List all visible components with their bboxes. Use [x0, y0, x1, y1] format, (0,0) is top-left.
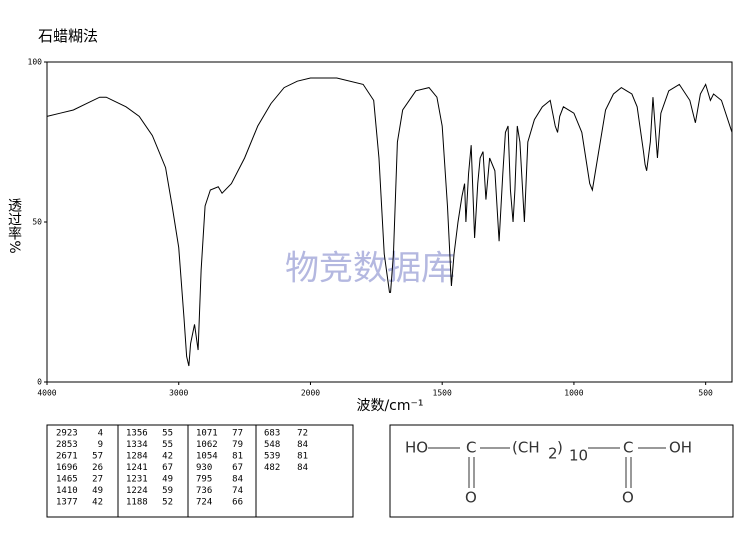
- x-tick-label: 3000: [169, 389, 188, 398]
- peak-transmittance: 84: [297, 463, 308, 473]
- x-tick-label: 2000: [301, 389, 320, 398]
- chart-title: 石蜡糊法: [38, 27, 98, 45]
- peak-transmittance: 42: [92, 498, 103, 508]
- peak-wavenumber: 1696: [56, 463, 78, 473]
- peak-transmittance: 27: [92, 475, 103, 485]
- atom: O: [465, 489, 477, 507]
- atom: C: [466, 439, 476, 457]
- peak-transmittance: 67: [232, 463, 243, 473]
- spectrum-line: [46, 77, 733, 367]
- atom: C: [623, 439, 633, 457]
- peak-wavenumber: 736: [196, 486, 212, 496]
- y-tick-label: 100: [28, 58, 43, 67]
- peak-transmittance: 55: [162, 440, 173, 450]
- peak-transmittance: 77: [232, 429, 243, 439]
- x-tick-label: 4000: [37, 389, 56, 398]
- peak-transmittance: 81: [297, 452, 308, 462]
- peak-wavenumber: 930: [196, 463, 212, 473]
- x-tick-label: 500: [698, 389, 713, 398]
- peak-table-frame: [46, 424, 354, 518]
- y-tick-label: 0: [37, 378, 42, 387]
- x-tick-label: 1000: [564, 389, 583, 398]
- group: (CH: [512, 439, 540, 457]
- peak-wavenumber: 1356: [126, 429, 148, 439]
- peak-transmittance: 52: [162, 498, 173, 508]
- plot-frame: [46, 61, 733, 383]
- peak-transmittance: 66: [232, 498, 243, 508]
- peak-transmittance: 9: [98, 440, 103, 450]
- peak-wavenumber: 1241: [126, 463, 148, 473]
- structure-frame: [389, 424, 734, 518]
- peak-wavenumber: 548: [264, 440, 280, 450]
- y-tick-label: 50: [32, 218, 42, 227]
- peak-wavenumber: 683: [264, 429, 280, 439]
- peak-wavenumber: 724: [196, 498, 212, 508]
- peak-transmittance: 79: [232, 440, 243, 450]
- peak-wavenumber: 539: [264, 452, 280, 462]
- peak-wavenumber: 1377: [56, 498, 78, 508]
- peak-wavenumber: 1410: [56, 486, 78, 496]
- atom: O: [622, 489, 634, 507]
- peak-wavenumber: 482: [264, 463, 280, 473]
- peak-wavenumber: 1224: [126, 486, 148, 496]
- x-tick-label: 1500: [433, 389, 452, 398]
- peak-wavenumber: 1054: [196, 452, 218, 462]
- peak-transmittance: 49: [162, 475, 173, 485]
- peak-transmittance: 67: [162, 463, 173, 473]
- peak-wavenumber: 1284: [126, 452, 148, 462]
- peak-transmittance: 55: [162, 429, 173, 439]
- watermark: 物竞数据库: [285, 249, 455, 289]
- peak-transmittance: 4: [98, 429, 103, 439]
- peak-wavenumber: 1071: [196, 429, 218, 439]
- subscript: 10: [569, 447, 588, 465]
- subscript: 2: [548, 445, 558, 463]
- peak-transmittance: 84: [297, 440, 308, 450]
- peak-wavenumber: 1465: [56, 475, 78, 485]
- y-axis-label: 透过率%: [6, 198, 22, 253]
- peak-transmittance: 57: [92, 452, 103, 462]
- peak-wavenumber: 1334: [126, 440, 148, 450]
- peak-wavenumber: 2671: [56, 452, 78, 462]
- structure: HO C (CH 2 ) 10 C OH O O: [405, 439, 692, 507]
- peak-wavenumber: 2923: [56, 429, 78, 439]
- peak-transmittance: 49: [92, 486, 103, 496]
- group: ): [557, 439, 563, 457]
- x-axis-label: 波数/cm⁻¹: [356, 398, 423, 414]
- peak-transmittance: 72: [297, 429, 308, 439]
- peak-transmittance: 42: [162, 452, 173, 462]
- peak-wavenumber: 1231: [126, 475, 148, 485]
- peak-transmittance: 74: [232, 486, 243, 496]
- atom: OH: [669, 439, 692, 457]
- peak-wavenumber: 2853: [56, 440, 78, 450]
- peak-transmittance: 81: [232, 452, 243, 462]
- peak-wavenumber: 1062: [196, 440, 218, 450]
- atom: HO: [405, 439, 428, 457]
- peak-transmittance: 84: [232, 475, 243, 485]
- peak-wavenumber: 1188: [126, 498, 148, 508]
- peak-transmittance: 59: [162, 486, 173, 496]
- peak-transmittance: 26: [92, 463, 103, 473]
- peak-wavenumber: 795: [196, 475, 212, 485]
